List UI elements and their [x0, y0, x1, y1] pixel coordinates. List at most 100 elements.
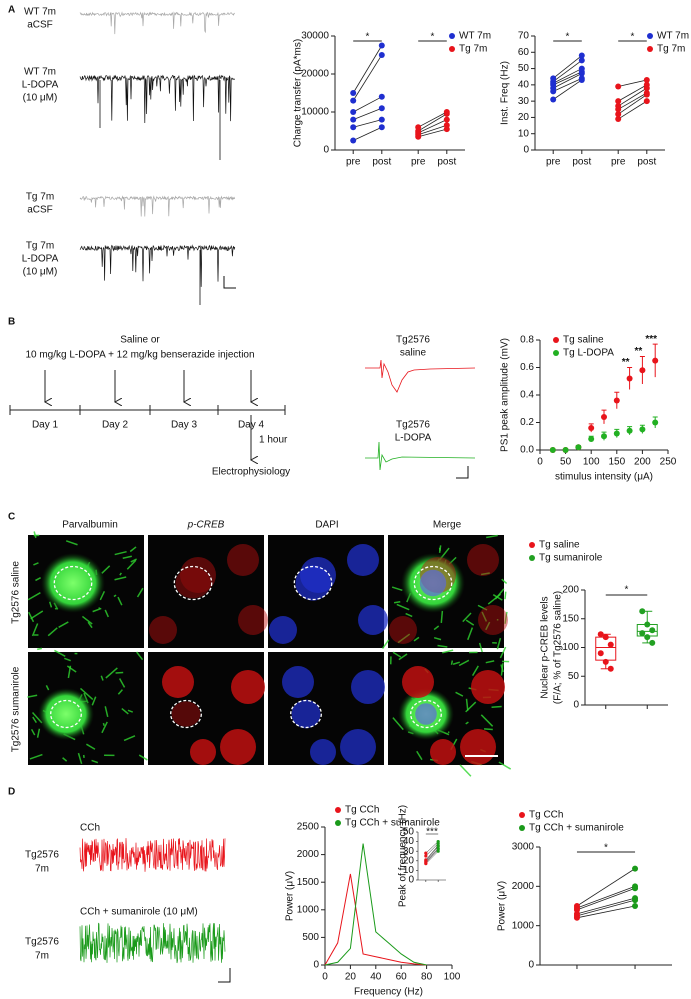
trace-label: Tg2576	[25, 937, 59, 948]
point	[626, 427, 633, 434]
pair-line	[576, 905, 636, 919]
point	[613, 430, 620, 437]
pair-line	[425, 845, 439, 860]
point	[443, 116, 450, 123]
pair-line	[425, 851, 439, 864]
roi-outline	[413, 565, 453, 601]
y-tick-label: 10	[518, 128, 530, 139]
legend-marker	[449, 46, 455, 52]
process	[81, 615, 93, 625]
nucleus	[171, 701, 201, 727]
process	[119, 572, 122, 576]
x-tick-label: 20	[345, 972, 357, 983]
nucleus	[295, 565, 331, 601]
pair-line	[425, 848, 439, 862]
trace-label: (10 μM)	[23, 267, 58, 278]
point	[578, 75, 585, 82]
process	[33, 562, 39, 566]
micrograph	[27, 531, 144, 651]
y-tick-label: 0	[313, 960, 319, 971]
point	[550, 96, 557, 103]
point	[615, 83, 622, 90]
y-tick-label: 10000	[301, 107, 329, 118]
significance-label: *	[566, 32, 570, 43]
process	[458, 659, 470, 667]
point	[626, 375, 633, 382]
y-tick-label: 0.2	[520, 417, 534, 428]
pair-line	[576, 897, 636, 915]
process	[391, 586, 403, 592]
channel-label: Parvalbumin	[62, 520, 118, 531]
pair-line	[553, 77, 582, 92]
point	[350, 137, 357, 144]
panel-letter: B	[8, 317, 15, 328]
process	[496, 637, 502, 650]
day-label: Day 2	[102, 420, 129, 431]
trace	[79, 838, 226, 872]
nucleus	[162, 666, 194, 698]
nucleus	[347, 544, 379, 576]
series-line	[324, 873, 427, 966]
pair-line	[417, 113, 448, 132]
point	[639, 367, 646, 374]
legend-marker	[519, 812, 525, 818]
pair-line	[617, 87, 648, 107]
pair-line	[352, 54, 383, 101]
process	[28, 611, 35, 623]
point	[644, 621, 651, 628]
process	[433, 636, 442, 641]
process	[500, 663, 504, 676]
process	[447, 731, 450, 734]
nucleus	[282, 666, 314, 698]
process	[32, 716, 37, 724]
point	[649, 627, 656, 634]
point	[643, 76, 650, 83]
y-tick-label: 500	[302, 932, 319, 943]
trace	[365, 441, 476, 471]
point	[601, 414, 607, 420]
x-tick-label: 60	[396, 972, 408, 983]
x-tick-label: post	[372, 157, 391, 168]
process	[484, 728, 493, 731]
pair-line	[553, 68, 582, 84]
point	[378, 124, 385, 131]
process	[37, 647, 43, 651]
point	[443, 122, 450, 129]
y-tick-label: 60	[518, 47, 530, 58]
trace-label: WT 7m	[24, 7, 56, 18]
pair-line	[418, 124, 447, 136]
pair-line	[552, 60, 583, 82]
legend-label: WT 7m	[459, 31, 491, 42]
pair-line	[353, 126, 382, 141]
nucleus	[238, 605, 268, 635]
endpoint-label: Electrophysiology	[212, 467, 290, 478]
pair-line	[576, 868, 636, 907]
nucleus	[269, 616, 297, 644]
y-tick-label: 1000	[512, 920, 535, 931]
y-tick-label: 0.8	[520, 335, 534, 346]
legend-marker	[647, 33, 653, 39]
nucleus	[402, 666, 434, 698]
x-axis-label: stimulus intensity (μA)	[555, 472, 653, 483]
x-tick-label: 50	[560, 457, 572, 468]
point	[613, 397, 620, 404]
trace	[79, 244, 236, 287]
point	[632, 883, 639, 890]
legend-label: WT 7m	[657, 31, 689, 42]
process	[91, 759, 99, 764]
pair-line	[352, 45, 383, 94]
roi-outline	[53, 565, 93, 601]
point	[378, 42, 385, 49]
process	[465, 721, 469, 725]
process	[471, 665, 479, 677]
process	[392, 717, 404, 731]
process	[99, 590, 106, 601]
x-axis-label: Frequency (Hz)	[354, 987, 423, 998]
trace-label: Tg2576	[25, 850, 59, 861]
process	[485, 660, 495, 664]
process	[396, 603, 410, 611]
trace-label: Tg 7m	[26, 192, 54, 203]
point	[378, 52, 385, 58]
pair-line	[576, 887, 636, 911]
y-tick-label: 20000	[301, 69, 329, 80]
